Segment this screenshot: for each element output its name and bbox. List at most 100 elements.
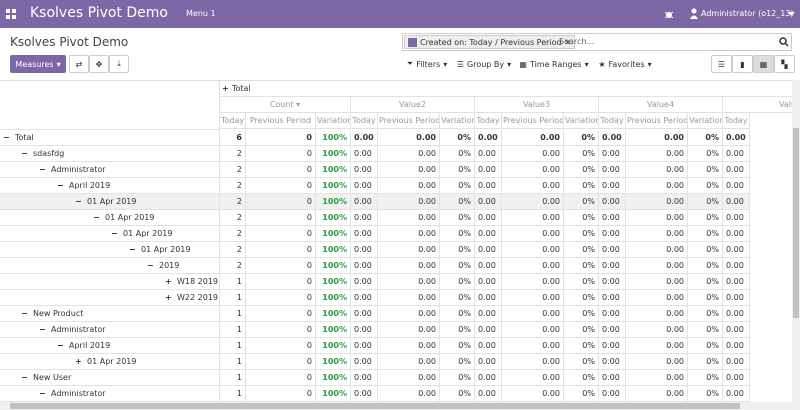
menu-item[interactable]: Menu 1 bbox=[186, 9, 216, 18]
cell-value: 100% bbox=[316, 338, 351, 354]
column-header[interactable]: +Total bbox=[220, 81, 792, 97]
apps-icon[interactable] bbox=[6, 9, 16, 19]
cell-value: 0% bbox=[440, 226, 475, 242]
sub-header[interactable]: Variation bbox=[316, 113, 351, 129]
time-ranges-button[interactable]: ▦Time Ranges▾ bbox=[516, 55, 592, 73]
row-header[interactable]: −Total bbox=[0, 130, 220, 146]
cell-value: 0.00 bbox=[723, 242, 750, 258]
row-header[interactable]: +W18 2019 bbox=[0, 274, 220, 290]
cell-value: 0.00 bbox=[378, 354, 440, 370]
sub-header[interactable]: Today bbox=[599, 113, 626, 129]
row-header[interactable]: −01 Apr 2019 bbox=[0, 226, 220, 242]
expand-icon: + bbox=[75, 354, 82, 370]
cell-value: 0.00 bbox=[475, 370, 502, 386]
cell-value: 0% bbox=[564, 130, 599, 146]
measure-header[interactable]: Value3 bbox=[475, 97, 599, 113]
sub-header[interactable]: Variation bbox=[440, 113, 475, 129]
measure-header[interactable]: Value5 bbox=[723, 97, 792, 113]
row-label: Administrator bbox=[51, 165, 106, 174]
download-button[interactable]: ⤓ bbox=[109, 55, 129, 73]
user-name[interactable]: Administrator (o12_13) bbox=[701, 9, 794, 18]
list-view[interactable]: ☰ bbox=[711, 55, 732, 73]
facet-icon bbox=[408, 38, 417, 47]
cell-value: 0.00 bbox=[502, 386, 564, 402]
cell-value: 0 bbox=[246, 258, 316, 274]
cell-value: 0.00 bbox=[626, 194, 688, 210]
search-facet[interactable]: Created on: Today / Previous Period✕ bbox=[404, 35, 575, 49]
sub-header[interactable]: Variation bbox=[688, 113, 723, 129]
cell-value: 0.00 bbox=[502, 322, 564, 338]
measures-button[interactable]: Measures▾ bbox=[10, 55, 66, 73]
search-icon[interactable] bbox=[779, 37, 789, 47]
collapse-icon: − bbox=[147, 258, 154, 274]
cell-value: 0.00 bbox=[723, 322, 750, 338]
cell-value: 0.00 bbox=[351, 370, 378, 386]
pivot-view[interactable]: ▦ bbox=[753, 55, 774, 73]
cell-value: 1 bbox=[220, 354, 246, 370]
cell-value: 0% bbox=[688, 338, 723, 354]
row-header[interactable]: −01 Apr 2019 bbox=[0, 242, 220, 258]
cell-value: 0% bbox=[688, 210, 723, 226]
measure-header[interactable]: Value2 bbox=[351, 97, 475, 113]
cell-value: 0% bbox=[440, 354, 475, 370]
collapse-icon: − bbox=[129, 242, 136, 258]
filters-button[interactable]: ⏷Filters▾ bbox=[402, 55, 452, 73]
sub-header[interactable]: Previous Period bbox=[246, 113, 316, 129]
debug-icon[interactable] bbox=[664, 9, 674, 19]
row-header-blank bbox=[0, 81, 220, 130]
measure-header[interactable]: Value4 bbox=[599, 97, 723, 113]
cell-value: 0.00 bbox=[626, 354, 688, 370]
expand-button[interactable]: ✥ bbox=[89, 55, 109, 73]
cell-value: 0.00 bbox=[351, 258, 378, 274]
row-header[interactable]: −2019 bbox=[0, 258, 220, 274]
kanban-view[interactable]: ▚ bbox=[774, 55, 795, 73]
cell-value: 0.00 bbox=[378, 242, 440, 258]
sub-header[interactable]: Previous Period bbox=[626, 113, 688, 129]
cell-value: 0.00 bbox=[599, 130, 626, 146]
row-header[interactable]: −New User bbox=[0, 370, 220, 386]
row-label: April 2019 bbox=[69, 341, 110, 350]
cell-value: 0.00 bbox=[723, 306, 750, 322]
sub-header[interactable]: Today bbox=[475, 113, 502, 129]
row-header[interactable]: −Administrator bbox=[0, 322, 220, 338]
cell-value: 0.00 bbox=[502, 354, 564, 370]
cell-value: 0.00 bbox=[723, 386, 750, 402]
group-by-button[interactable]: ☰Group By▾ bbox=[454, 55, 514, 73]
row-header[interactable]: −Administrator bbox=[0, 386, 220, 402]
cell-value: 0% bbox=[688, 242, 723, 258]
search-placeholder[interactable]: Search... bbox=[559, 37, 594, 46]
flip-button[interactable]: ⇄ bbox=[69, 55, 89, 73]
cell-value: 0.00 bbox=[475, 210, 502, 226]
measure-header[interactable]: Count ▾ bbox=[220, 97, 351, 113]
cell-value: 0 bbox=[246, 210, 316, 226]
cell-value: 0.00 bbox=[723, 194, 750, 210]
row-header[interactable]: +W22 2019 bbox=[0, 290, 220, 306]
sub-header[interactable]: Previous Period bbox=[378, 113, 440, 129]
row-header[interactable]: −01 Apr 2019 bbox=[0, 194, 220, 210]
favorites-button[interactable]: ★Favorites▾ bbox=[594, 55, 656, 73]
row-header[interactable]: −sdasfdg bbox=[0, 146, 220, 162]
cell-value: 0.00 bbox=[475, 242, 502, 258]
cell-value: 1 bbox=[220, 370, 246, 386]
user-icon[interactable] bbox=[690, 8, 698, 20]
cell-value: 0.00 bbox=[502, 290, 564, 306]
cell-value: 0% bbox=[688, 370, 723, 386]
row-header[interactable]: −April 2019 bbox=[0, 338, 220, 354]
row-header[interactable]: −April 2019 bbox=[0, 178, 220, 194]
app-title[interactable]: Ksolves Pivot Demo bbox=[30, 5, 168, 21]
sub-header[interactable]: Today bbox=[723, 113, 750, 129]
graph-view[interactable]: ▮ bbox=[732, 55, 753, 73]
sub-header[interactable]: Today bbox=[351, 113, 378, 129]
cell-value: 0.00 bbox=[723, 370, 750, 386]
cell-value: 0.00 bbox=[378, 370, 440, 386]
h-scrollbar bbox=[0, 402, 800, 410]
sub-header[interactable]: Previous Period bbox=[502, 113, 564, 129]
search-box[interactable]: Created on: Today / Previous Period✕ Sea… bbox=[402, 33, 792, 51]
sub-header[interactable]: Today bbox=[220, 113, 246, 129]
row-header[interactable]: −Administrator bbox=[0, 162, 220, 178]
cell-value: 0.00 bbox=[475, 162, 502, 178]
row-header[interactable]: −New Product bbox=[0, 306, 220, 322]
row-header[interactable]: +01 Apr 2019 bbox=[0, 354, 220, 370]
sub-header[interactable]: Variation bbox=[564, 113, 599, 129]
row-header[interactable]: −01 Apr 2019 bbox=[0, 210, 220, 226]
